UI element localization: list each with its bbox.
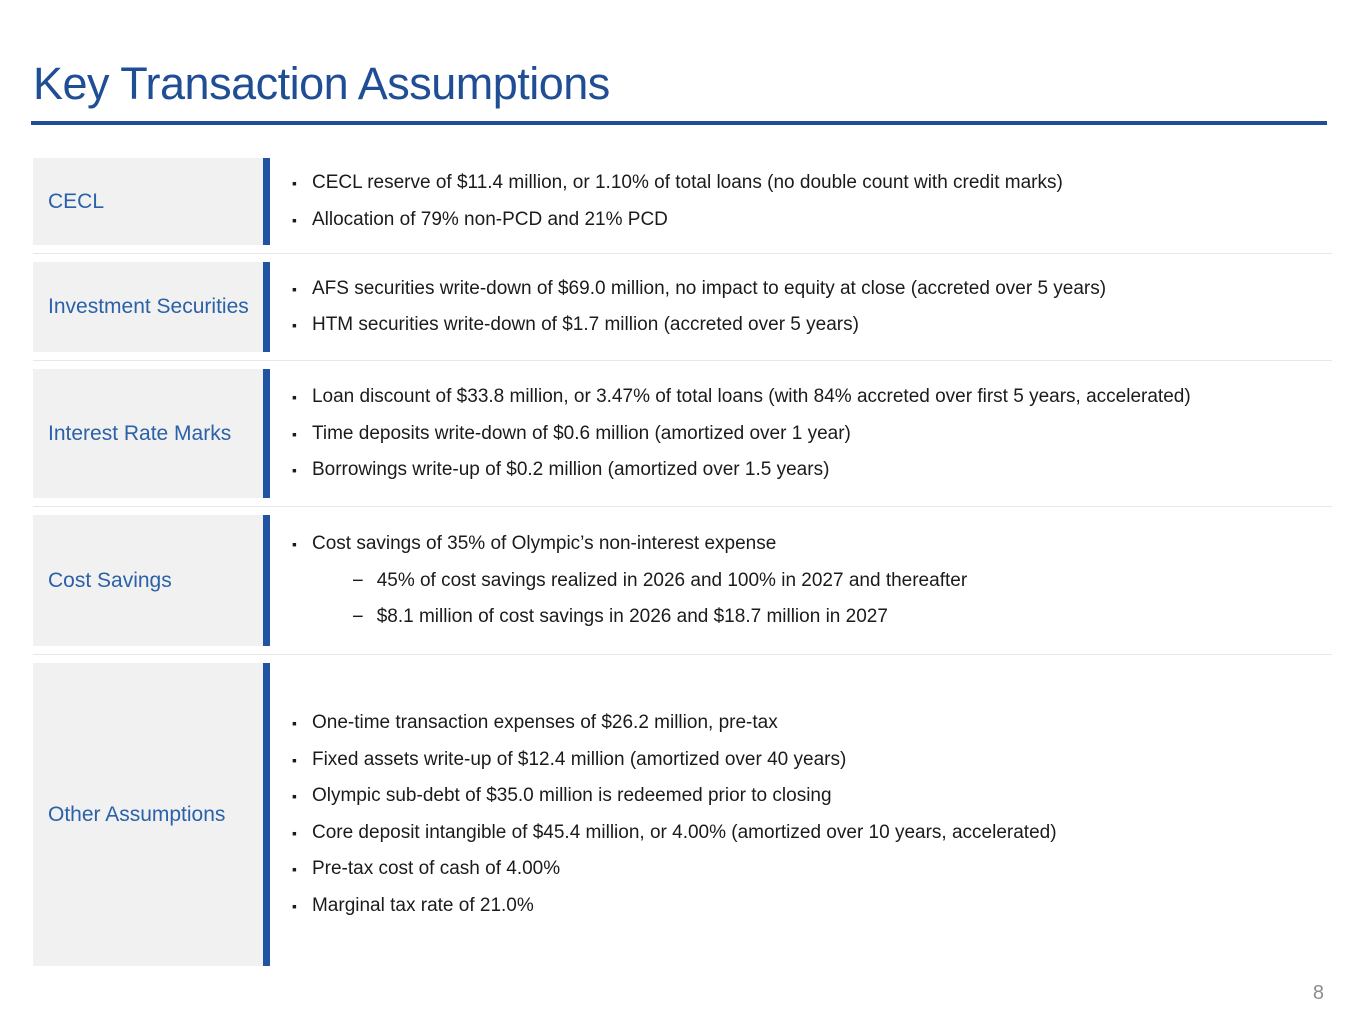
bullet-square-icon: ▪: [292, 788, 297, 805]
list-item: ▪ Olympic sub-debt of $35.0 million is r…: [292, 778, 1332, 815]
list-item-text: Time deposits write-down of $0.6 million…: [311, 422, 851, 444]
row-content: ▪ CECL reserve of $11.4 million, or 1.10…: [270, 158, 1332, 245]
list-item-text: AFS securities write-down of $69.0 milli…: [311, 277, 1107, 299]
list-item-text: Cost savings of 35% of Olympic’s non-int…: [311, 533, 777, 554]
list-item-text: Olympic sub-debt of $35.0 million is red…: [311, 785, 832, 807]
row-accent-bar: [263, 369, 270, 498]
bullet-square-icon: ▪: [292, 824, 297, 841]
row-label: Other Assumptions: [48, 802, 226, 826]
list-item-text: Marginal tax rate of 21.0%: [311, 894, 534, 916]
page-number: 8: [1312, 982, 1324, 1004]
bullet-square-icon: ▪: [292, 280, 297, 297]
bullet-square-icon: ▪: [292, 389, 297, 405]
bullet-square-icon: ▪: [292, 897, 297, 914]
list-item: ▪ Cost savings of 35% of Olympic’s non-i…: [292, 526, 1332, 563]
bullet-square-icon: ▪: [292, 425, 297, 442]
title-underline-rule: [31, 121, 1327, 125]
list-item: ▪ CECL reserve of $11.4 million, or 1.10…: [292, 165, 1332, 202]
table-row-interest-rate-marks: Interest Rate Marks ▪ Loan discount of $…: [33, 369, 1332, 498]
row-accent-bar: [263, 515, 270, 646]
row-label-cell: Other Assumptions: [33, 663, 263, 966]
bullet-square-icon: ▪: [292, 536, 297, 552]
row-label: Interest Rate Marks: [48, 421, 232, 445]
list-item-text: One-time transaction expenses of $26.2 m…: [311, 712, 778, 734]
list-item: ▪ Time deposits write-down of $0.6 milli…: [292, 415, 1332, 452]
list-item-text: 45% of cost savings realized in 2026 and…: [376, 569, 968, 591]
bullet-square-icon: ▪: [292, 317, 297, 334]
row-label: Cost Savings: [48, 568, 172, 592]
row-separator: [33, 654, 1332, 655]
list-item-text: Core deposit intangible of $45.4 million…: [311, 821, 1057, 843]
row-label-cell: Investment Securities: [33, 262, 263, 352]
row-label: Investment Securities: [48, 295, 249, 318]
row-content: ▪ Cost savings of 35% of Olympic’s non-i…: [270, 515, 1332, 646]
list-item-text: Borrowings write-up of $0.2 million (amo…: [311, 459, 830, 480]
list-item-text: Loan discount of $33.8 million, or 3.47%…: [311, 386, 1191, 407]
list-item: ▪ Marginal tax rate of 21.0%: [292, 888, 1332, 925]
list-item: ▪ Loan discount of $33.8 million, or 3.4…: [292, 379, 1332, 416]
list-item-text: Allocation of 79% non-PCD and 21% PCD: [311, 208, 668, 230]
list-subitem: − 45% of cost savings realized in 2026 a…: [352, 562, 1332, 599]
table-row-investment-securities: Investment Securities ▪ AFS securities w…: [33, 262, 1332, 352]
list-item: ▪ One-time transaction expenses of $26.2…: [292, 705, 1332, 742]
row-content: ▪ AFS securities write-down of $69.0 mil…: [270, 262, 1332, 352]
list-item: ▪ Pre-tax cost of cash of 4.00%: [292, 851, 1332, 888]
list-item-text: CECL reserve of $11.4 million, or 1.10% …: [311, 172, 1063, 194]
bullet-square-icon: ▪: [292, 715, 297, 732]
row-accent-bar: [263, 158, 270, 245]
row-separator: [33, 506, 1332, 507]
row-label-cell: Interest Rate Marks: [33, 369, 263, 498]
list-item: ▪ Fixed assets write-up of $12.4 million…: [292, 742, 1332, 779]
list-item-text: Pre-tax cost of cash of 4.00%: [311, 858, 561, 880]
bullet-square-icon: ▪: [292, 211, 297, 228]
assumptions-table: CECL ▪ CECL reserve of $11.4 million, or…: [33, 158, 1332, 966]
list-item-text: $8.1 million of cost savings in 2026 and…: [376, 606, 888, 627]
row-separator: [33, 360, 1332, 361]
row-label-cell: Cost Savings: [33, 515, 263, 646]
list-item: ▪ Core deposit intangible of $45.4 milli…: [292, 815, 1332, 852]
list-item-text: HTM securities write-down of $1.7 millio…: [311, 314, 859, 336]
row-content: ▪ Loan discount of $33.8 million, or 3.4…: [270, 369, 1332, 498]
row-accent-bar: [263, 262, 270, 352]
list-item: ▪ HTM securities write-down of $1.7 mill…: [292, 307, 1332, 344]
row-content: ▪ One-time transaction expenses of $26.2…: [270, 663, 1332, 966]
table-row-cost-savings: Cost Savings ▪ Cost savings of 35% of Ol…: [33, 515, 1332, 646]
list-item: ▪ Borrowings write-up of $0.2 million (a…: [292, 452, 1332, 489]
table-row-other-assumptions: Other Assumptions ▪ One-time transaction…: [33, 663, 1332, 966]
bullet-square-icon: ▪: [292, 462, 297, 478]
page-title: Key Transaction Assumptions: [33, 58, 610, 109]
bullet-square-icon: ▪: [292, 175, 297, 192]
list-item: ▪ Allocation of 79% non-PCD and 21% PCD: [292, 202, 1332, 239]
row-separator: [33, 253, 1332, 254]
row-label: CECL: [48, 189, 105, 213]
dash-icon: −: [352, 569, 364, 592]
bullet-square-icon: ▪: [292, 751, 297, 768]
list-item: ▪ AFS securities write-down of $69.0 mil…: [292, 271, 1332, 308]
row-accent-bar: [263, 663, 270, 966]
row-label-cell: CECL: [33, 158, 263, 245]
list-subitem: − $8.1 million of cost savings in 2026 a…: [352, 599, 1332, 636]
list-item-text: Fixed assets write-up of $12.4 million (…: [311, 748, 847, 770]
dash-icon: −: [352, 606, 364, 628]
table-row-cecl: CECL ▪ CECL reserve of $11.4 million, or…: [33, 158, 1332, 245]
bullet-square-icon: ▪: [292, 861, 297, 878]
